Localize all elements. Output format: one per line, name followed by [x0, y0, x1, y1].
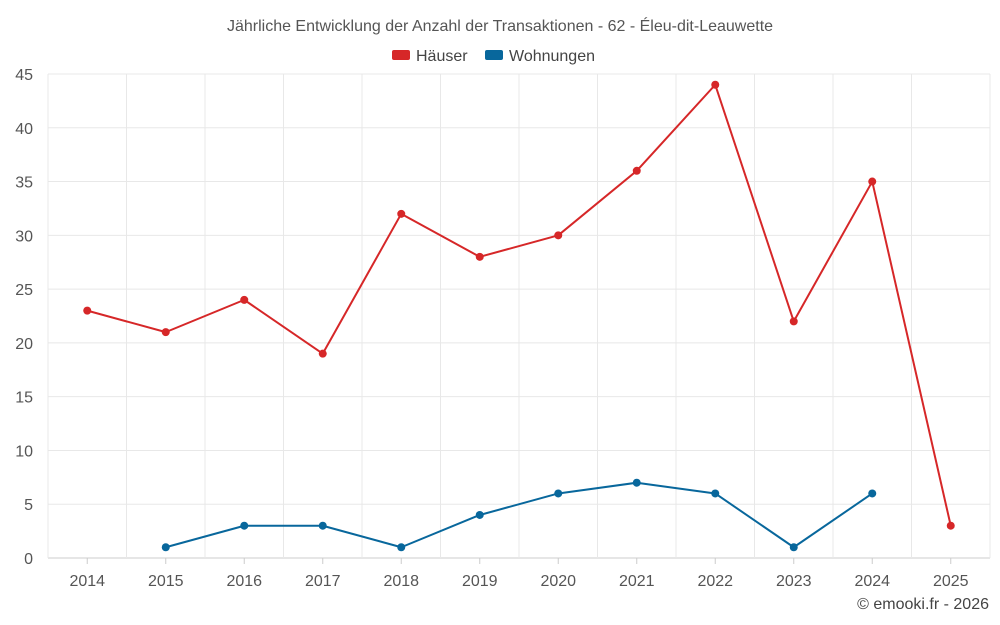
- y-tick-label-45: 45: [15, 67, 33, 84]
- x-tick-label-2023: 2023: [776, 573, 812, 590]
- data-point-wohnungen-2023: [789, 543, 798, 552]
- series-line-wohnungen: [165, 481, 873, 549]
- data-point-haeuser-2024: [868, 177, 877, 186]
- x-axis-ticks: 2014 2015 2016 2017 2018 2019 2020 2021 2022 2023…: [69, 558, 969, 590]
- legend: Häuser Wohnungen: [392, 48, 595, 65]
- x-tick-label-2015: 2015: [148, 573, 184, 590]
- data-point-haeuser-2020: [554, 231, 563, 240]
- x-tick-label-2019: 2019: [462, 573, 498, 590]
- series-line-haeuser: [86, 83, 952, 526]
- data-point-wohnungen-2016: [240, 521, 249, 530]
- x-tick-label-2017: 2017: [305, 573, 341, 590]
- y-tick-label-15: 15: [15, 390, 33, 407]
- data-point-haeuser-2015: [161, 328, 170, 337]
- series-haeuser: [83, 80, 955, 530]
- x-gridlines: [47, 74, 991, 558]
- series-layer: [83, 80, 955, 552]
- data-point-wohnungen-2024: [868, 489, 877, 498]
- data-point-wohnungen-2021: [632, 478, 641, 487]
- y-tick-label-0: 0: [24, 551, 33, 568]
- data-point-haeuser-2021: [632, 166, 641, 175]
- y-tick-label-5: 5: [24, 497, 33, 514]
- data-point-haeuser-2018: [397, 209, 406, 218]
- x-tick-label-2025: 2025: [933, 573, 969, 590]
- x-tick-label-2022: 2022: [697, 573, 733, 590]
- y-tick-label-35: 35: [15, 175, 33, 192]
- data-point-haeuser-2017: [318, 349, 327, 358]
- data-point-haeuser-2025: [946, 521, 955, 530]
- legend-swatch-haeuser: [392, 50, 410, 60]
- data-point-haeuser-2023: [789, 317, 798, 326]
- legend-label-haeuser[interactable]: Häuser: [416, 48, 468, 65]
- legend-swatch-wohnungen: [485, 50, 503, 60]
- y-tick-label-25: 25: [15, 282, 33, 299]
- y-tick-label-30: 30: [15, 228, 33, 245]
- data-point-wohnungen-2017: [318, 521, 327, 530]
- y-axis-ticks: 0 5 10 15 20 25 30 35 40 45: [15, 67, 33, 568]
- x-tick-label-2014: 2014: [69, 573, 105, 590]
- y-tick-label-10: 10: [15, 443, 33, 460]
- data-point-haeuser-2014: [83, 306, 92, 315]
- data-point-wohnungen-2015: [161, 543, 170, 552]
- y-tick-label-40: 40: [15, 121, 33, 138]
- series-wohnungen: [161, 478, 877, 552]
- data-point-wohnungen-2019: [475, 510, 484, 519]
- x-tick-label-2018: 2018: [383, 573, 419, 590]
- x-tick-label-2021: 2021: [619, 573, 655, 590]
- x-tick-label-2024: 2024: [854, 573, 890, 590]
- data-point-wohnungen-2018: [397, 543, 406, 552]
- data-point-wohnungen-2022: [711, 489, 720, 498]
- x-tick-label-2020: 2020: [540, 573, 576, 590]
- data-point-haeuser-2019: [475, 252, 484, 261]
- data-point-wohnungen-2020: [554, 489, 563, 498]
- y-tick-label-20: 20: [15, 336, 33, 353]
- credit-text: © emooki.fr - 2026: [857, 596, 989, 613]
- x-tick-label-2016: 2016: [226, 573, 262, 590]
- chart-title: Jährliche Entwicklung der Anzahl der Tra…: [227, 16, 773, 35]
- data-point-haeuser-2022: [711, 80, 720, 89]
- data-point-haeuser-2016: [240, 295, 249, 304]
- legend-label-wohnungen[interactable]: Wohnungen: [509, 48, 595, 65]
